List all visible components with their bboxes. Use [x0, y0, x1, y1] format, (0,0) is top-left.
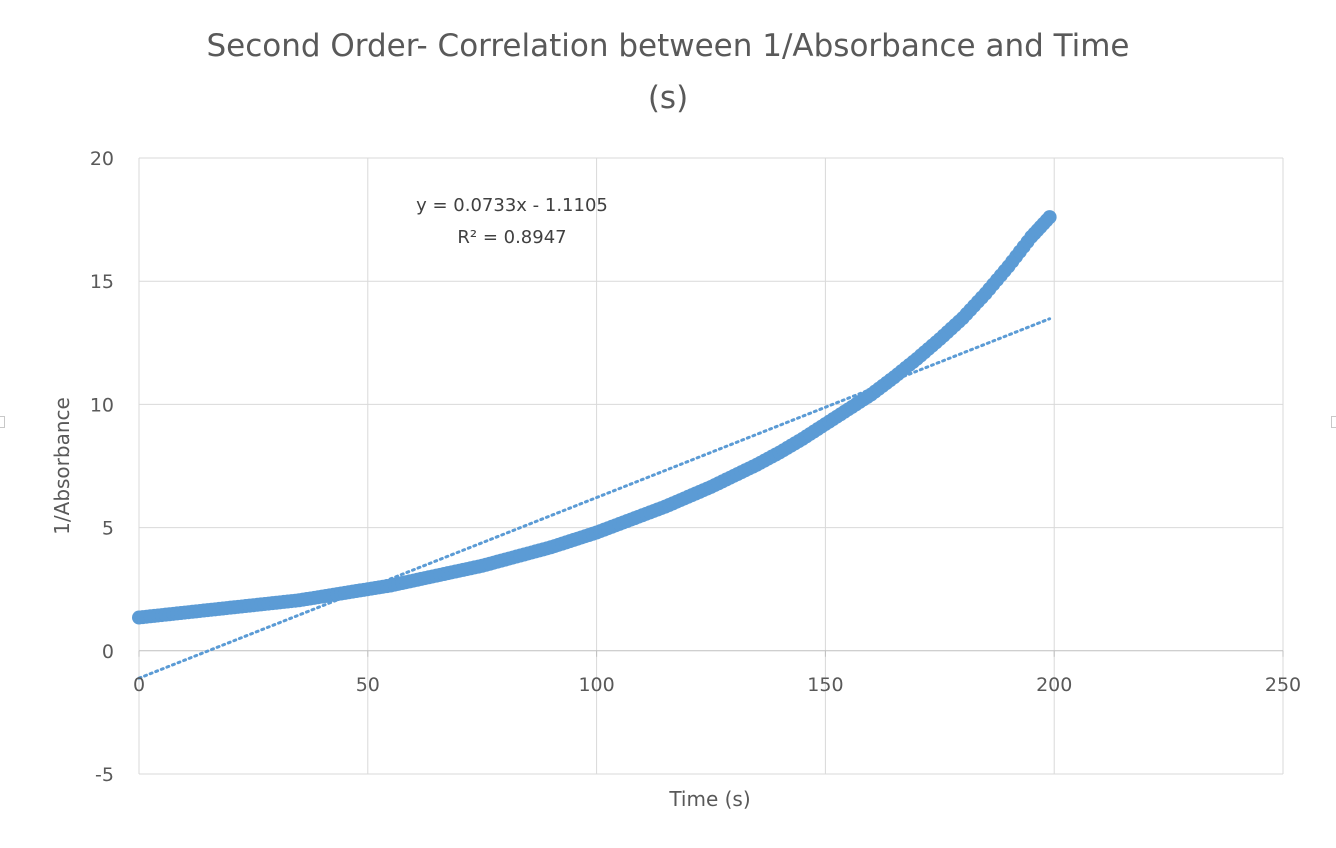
y-tick-label-10: 10: [90, 394, 114, 416]
trendline-r-squared: R² = 0.8947: [457, 227, 566, 248]
y-tick-label-5: 5: [102, 518, 114, 540]
x-tick-label-100: 100: [578, 674, 614, 696]
x-tick-label-200: 200: [1036, 674, 1072, 696]
data-point-240: [1042, 210, 1057, 225]
trendline: [137, 317, 1052, 680]
trendline-group: [137, 317, 1052, 680]
x-tick-label-0: 0: [133, 674, 145, 696]
tick-labels: 0 50 100 150 200 250 -5 0 5 10 15 20: [90, 148, 1301, 786]
y-tick-label-15: 15: [90, 271, 114, 293]
x-tick-label-150: 150: [807, 674, 843, 696]
x-tick-label-250: 250: [1265, 674, 1301, 696]
chart-title-continuation: (s): [647, 80, 689, 116]
gridlines: [138, 157, 1284, 775]
y-tick-label-0: 0: [102, 641, 114, 663]
x-axis-title: Time (s): [668, 787, 750, 811]
y-axis-title: 1/Absorbance: [50, 397, 74, 535]
data-points: [132, 210, 1057, 625]
chart-right-edge-handle[interactable]: [1331, 416, 1336, 428]
x-tick-label-50: 50: [356, 674, 380, 696]
y-tick-label-20: 20: [90, 148, 114, 170]
chart-left-edge-handle[interactable]: [0, 416, 5, 428]
y-tick-label--5: -5: [95, 764, 114, 786]
chart-title: Second Order- Correlation between 1/Abso…: [206, 28, 1130, 64]
trendline-equation: y = 0.0733x - 1.1105: [416, 195, 608, 216]
